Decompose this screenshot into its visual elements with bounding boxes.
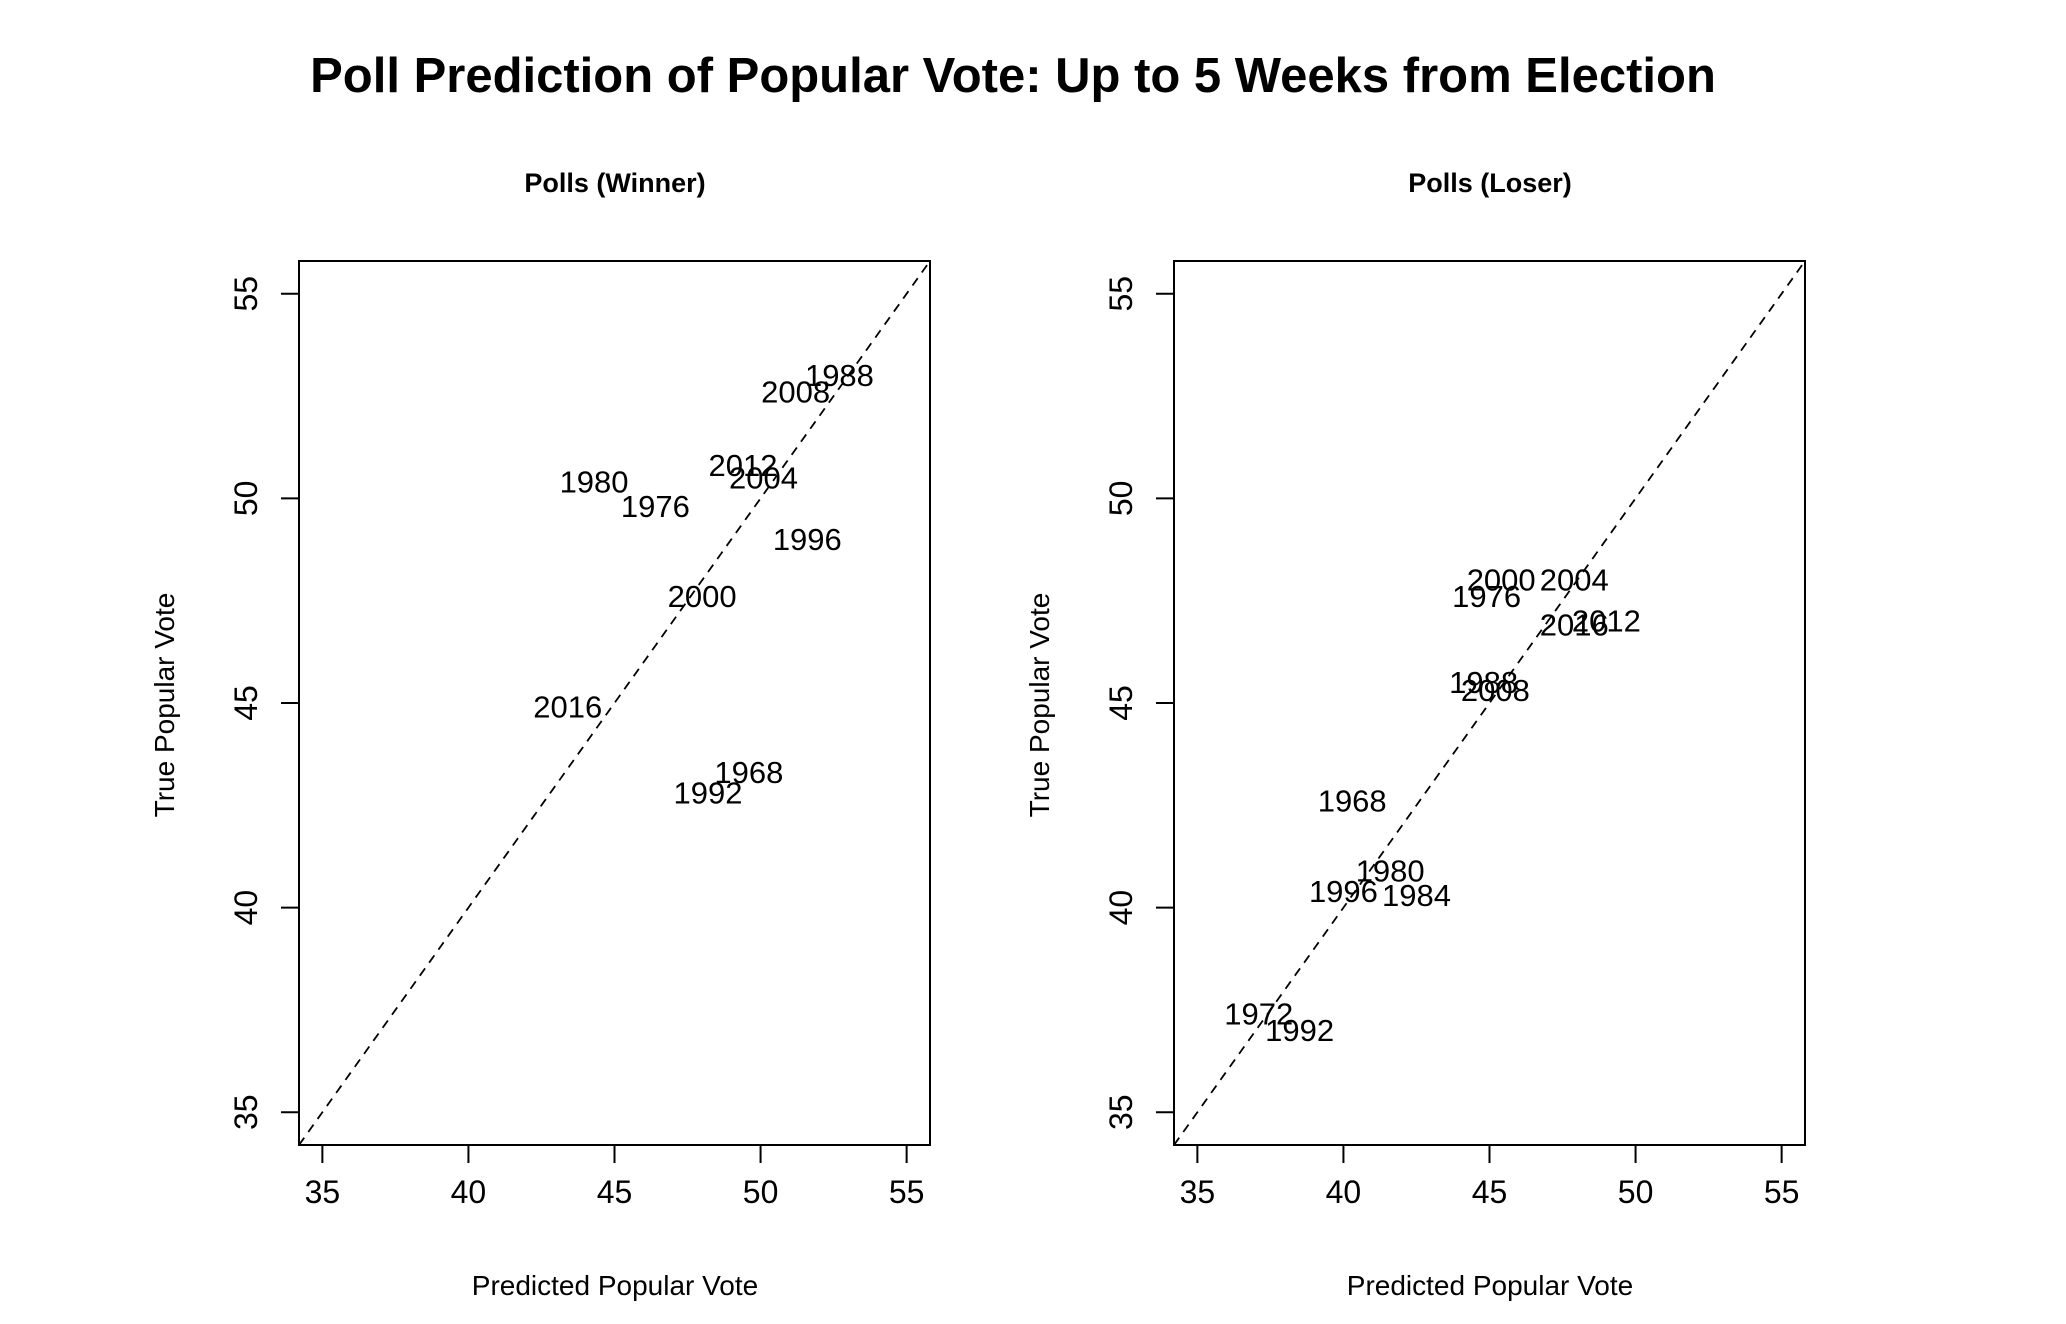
point-label-1972: 1972 bbox=[1224, 997, 1293, 1032]
point-label-1980: 1980 bbox=[1356, 853, 1425, 888]
x-axis-label: Predicted Popular Vote bbox=[472, 1270, 758, 1301]
y-tick-label: 40 bbox=[1103, 890, 1139, 926]
x-tick-label: 45 bbox=[597, 1174, 633, 1210]
y-axis-label: True Popular Vote bbox=[149, 593, 180, 818]
point-label-2000: 2000 bbox=[1467, 563, 1536, 598]
x-tick-label: 40 bbox=[1326, 1174, 1362, 1210]
point-label-2016: 2016 bbox=[533, 690, 602, 725]
y-tick-label: 55 bbox=[1103, 276, 1139, 312]
main-title: Poll Prediction of Popular Vote: Up to 5… bbox=[310, 49, 1716, 103]
y-tick-label: 50 bbox=[1103, 481, 1139, 517]
point-label-1968: 1968 bbox=[714, 755, 783, 790]
point-label-1988: 1988 bbox=[1449, 665, 1518, 700]
panel-winner: Polls (Winner) Predicted Popular Vote Tr… bbox=[149, 168, 931, 1301]
point-label-2016: 2016 bbox=[1540, 608, 1609, 643]
point-label-2012: 2012 bbox=[709, 448, 778, 483]
x-tick-label: 35 bbox=[1180, 1174, 1216, 1210]
point-label-1996: 1996 bbox=[773, 522, 842, 557]
point-label-1988: 1988 bbox=[805, 358, 874, 393]
x-tick-label: 50 bbox=[743, 1174, 779, 1210]
x-tick-label: 40 bbox=[451, 1174, 487, 1210]
y-tick-label: 45 bbox=[228, 685, 264, 721]
point-label-1996: 1996 bbox=[1309, 874, 1378, 909]
x-tick-label: 55 bbox=[889, 1174, 925, 1210]
y-tick-label: 55 bbox=[228, 276, 264, 312]
point-label-2004: 2004 bbox=[1540, 563, 1609, 598]
panel-marks: 35 40 45 50 55 35 40 45 50 55 1968 1972 1976 19801984… bbox=[1103, 260, 1806, 1210]
point-label-1980: 1980 bbox=[560, 465, 629, 500]
x-axis-label: Predicted Popular Vote bbox=[1347, 1270, 1633, 1301]
y-tick-label: 40 bbox=[228, 890, 264, 926]
y-tick-label: 50 bbox=[228, 481, 264, 517]
x-tick-label: 50 bbox=[1618, 1174, 1654, 1210]
point-label-2004: 2004 bbox=[729, 460, 798, 495]
x-tick-label: 35 bbox=[305, 1174, 341, 1210]
reference-line-y-equals-x bbox=[1173, 260, 1806, 1146]
point-label-1968: 1968 bbox=[1318, 784, 1387, 819]
y-tick-label: 35 bbox=[1103, 1094, 1139, 1130]
point-label-2008: 2008 bbox=[761, 374, 830, 409]
point-label-1984: 1984 bbox=[1382, 878, 1451, 913]
x-tick-label: 45 bbox=[1472, 1174, 1508, 1210]
y-tick-label: 45 bbox=[1103, 685, 1139, 721]
point-label-2012: 2012 bbox=[1572, 604, 1641, 639]
panel-title: Polls (Winner) bbox=[524, 168, 705, 198]
point-label-1976: 1976 bbox=[621, 489, 690, 524]
reference-line-y-equals-x bbox=[298, 260, 931, 1146]
panel-title: Polls (Loser) bbox=[1408, 168, 1572, 198]
panel-loser: Polls (Loser) Predicted Popular Vote Tru… bbox=[1024, 168, 1806, 1301]
point-label-2000: 2000 bbox=[668, 579, 737, 614]
point-label-1992: 1992 bbox=[1265, 1013, 1334, 1048]
x-tick-label: 55 bbox=[1764, 1174, 1800, 1210]
point-label-1976: 1976 bbox=[1452, 579, 1521, 614]
y-axis-label: True Popular Vote bbox=[1024, 593, 1055, 818]
point-label-2008: 2008 bbox=[1461, 673, 1530, 708]
y-tick-label: 35 bbox=[228, 1094, 264, 1130]
point-label-1992: 1992 bbox=[673, 776, 742, 811]
